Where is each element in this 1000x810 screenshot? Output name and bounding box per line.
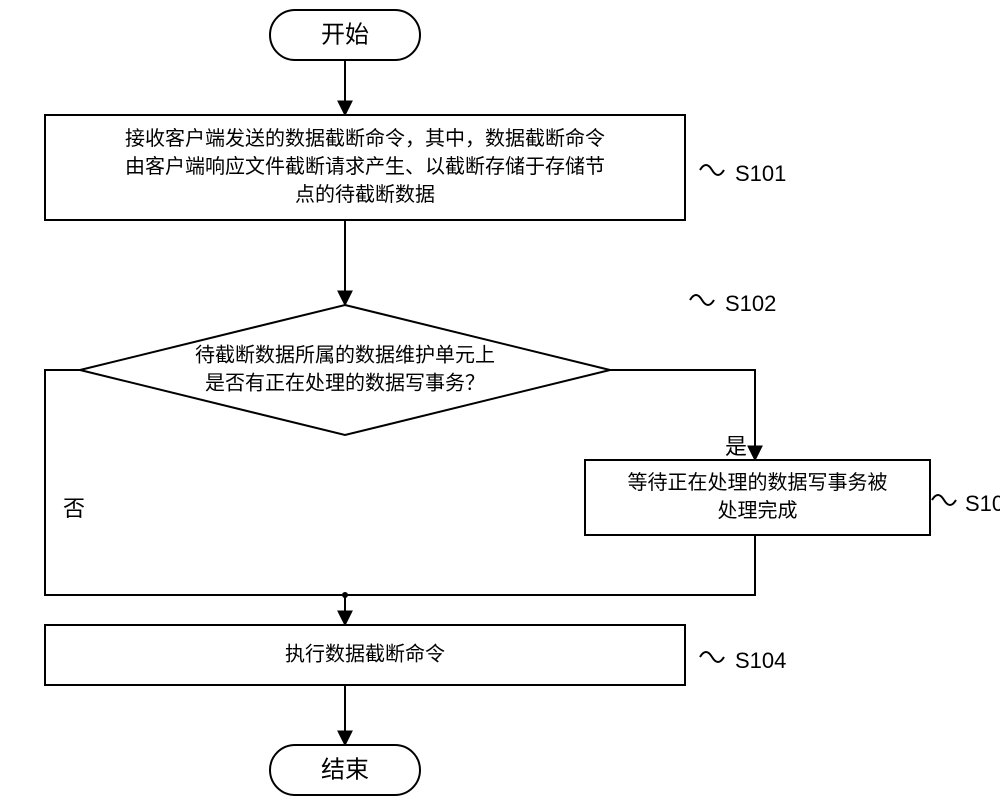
svg-text:由客户端响应文件截断请求产生、以截断存储于存储节: 由客户端响应文件截断请求产生、以截断存储于存储节 [125, 155, 605, 178]
svg-text:是否有正在处理的数据写事务？: 是否有正在处理的数据写事务？ [205, 371, 485, 394]
node-s101: 接收客户端发送的数据截断命令，其中，数据截断命令由客户端响应文件截断请求产生、以… [45, 115, 685, 220]
node-s102: 待截断数据所属的数据维护单元上是否有正在处理的数据写事务？ [80, 305, 610, 435]
node-s104: 执行数据截断命令 [45, 625, 685, 685]
tag-S103: S103 [932, 491, 1000, 516]
tag-S102: S102 [690, 291, 776, 316]
edge-label-2: 是 [725, 434, 747, 459]
svg-text:等待正在处理的数据写事务被: 等待正在处理的数据写事务被 [628, 471, 888, 494]
tag-S101: S101 [700, 161, 786, 186]
svg-text:接收客户端发送的数据截断命令，其中，数据截断命令: 接收客户端发送的数据截断命令，其中，数据截断命令 [125, 127, 605, 150]
svg-text:S101: S101 [735, 161, 786, 186]
svg-text:点的待截断数据: 点的待截断数据 [295, 183, 435, 206]
svg-text:S104: S104 [735, 648, 786, 673]
svg-text:执行数据截断命令: 执行数据截断命令 [285, 642, 445, 665]
svg-text:处理完成: 处理完成 [718, 499, 798, 522]
svg-text:S103: S103 [965, 491, 1000, 516]
edge-4 [345, 535, 755, 595]
node-s103: 等待正在处理的数据写事务被处理完成 [585, 460, 930, 535]
svg-text:结束: 结束 [321, 756, 369, 783]
tag-S104: S104 [700, 648, 786, 673]
node-start: 开始 [270, 10, 420, 60]
svg-text:S102: S102 [725, 291, 776, 316]
svg-text:开始: 开始 [321, 21, 369, 48]
edge-label-3: 否 [63, 496, 85, 521]
svg-text:待截断数据所属的数据维护单元上: 待截断数据所属的数据维护单元上 [195, 343, 495, 366]
merge-dot [342, 592, 348, 598]
node-end: 结束 [270, 745, 420, 795]
